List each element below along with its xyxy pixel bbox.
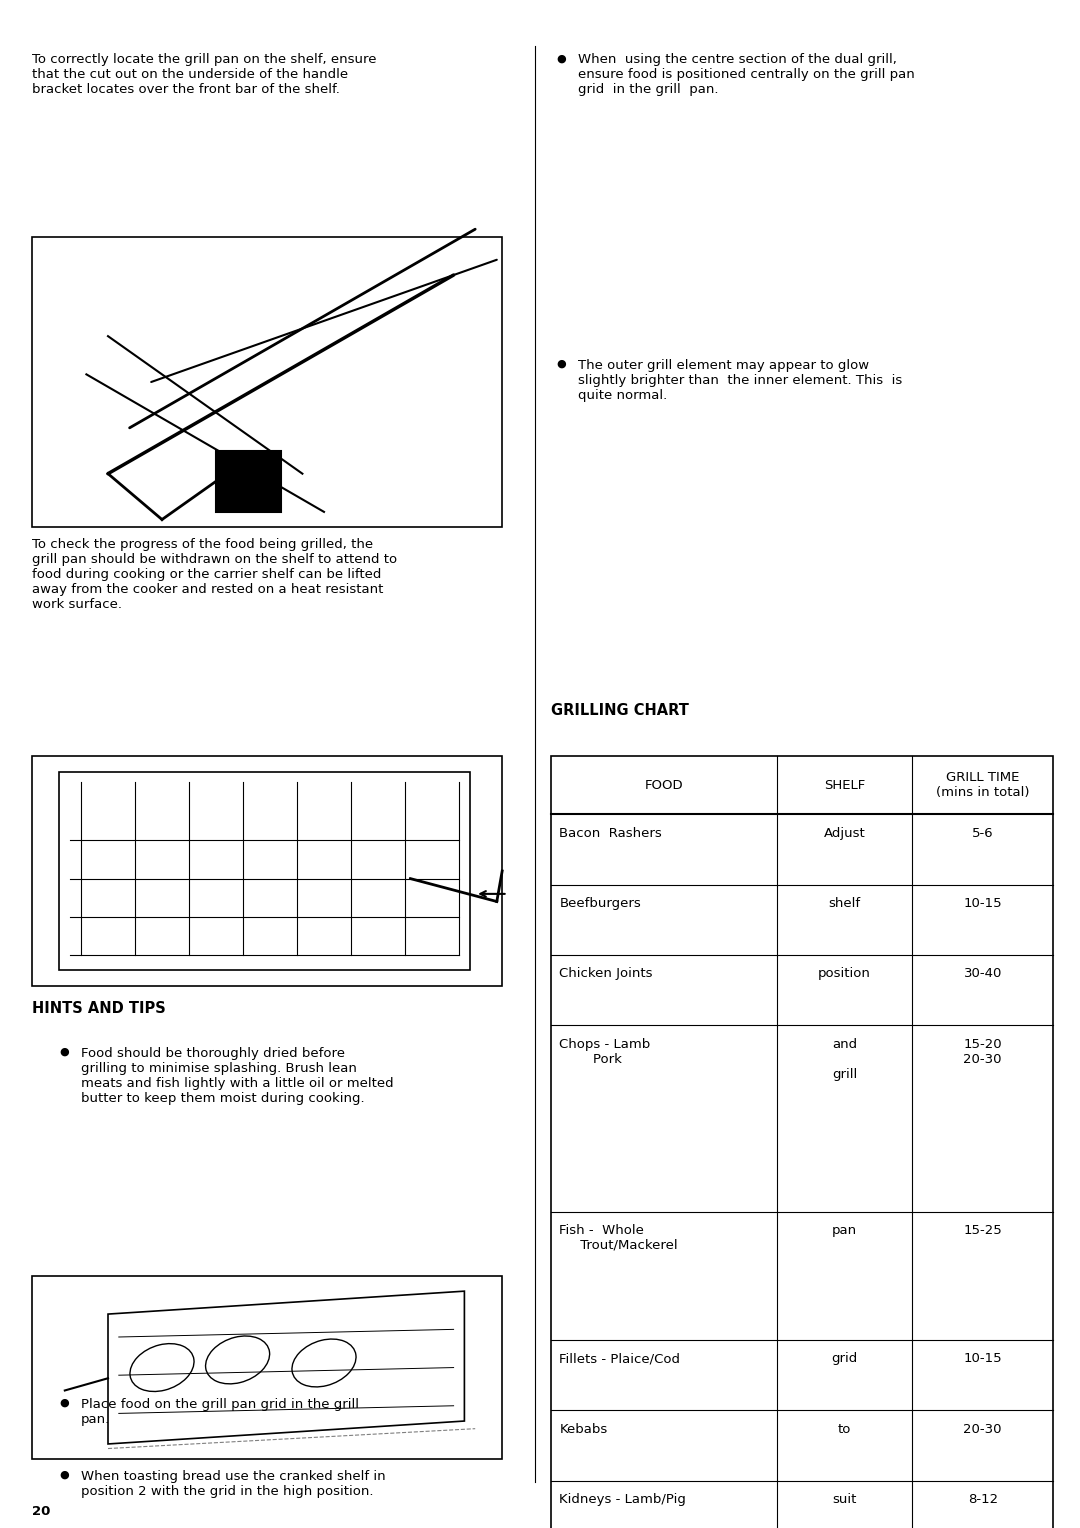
- Text: 10-15: 10-15: [963, 897, 1002, 911]
- FancyBboxPatch shape: [59, 772, 470, 970]
- Text: 30-40: 30-40: [963, 967, 1002, 981]
- Text: Beefburgers: Beefburgers: [559, 897, 642, 911]
- Text: position: position: [819, 967, 872, 981]
- Text: pan: pan: [832, 1224, 858, 1238]
- FancyBboxPatch shape: [32, 1276, 502, 1459]
- FancyBboxPatch shape: [216, 451, 281, 512]
- Text: 15-25: 15-25: [963, 1224, 1002, 1238]
- FancyBboxPatch shape: [32, 756, 502, 986]
- Text: Chicken Joints: Chicken Joints: [559, 967, 653, 981]
- Text: Kebabs: Kebabs: [559, 1423, 608, 1436]
- Text: suit: suit: [833, 1493, 856, 1507]
- Text: 15-20
20-30: 15-20 20-30: [963, 1038, 1002, 1065]
- Text: GRILL TIME
(mins in total): GRILL TIME (mins in total): [936, 772, 1029, 799]
- Text: Fish -  Whole
     Trout/Mackerel: Fish - Whole Trout/Mackerel: [559, 1224, 678, 1251]
- Text: Adjust: Adjust: [824, 827, 865, 840]
- Text: When toasting bread use the cranked shelf in
position 2 with the grid in the hig: When toasting bread use the cranked shel…: [81, 1470, 386, 1497]
- Text: The outer grill element may appear to glow
slightly brighter than  the inner ele: The outer grill element may appear to gl…: [578, 359, 902, 402]
- Text: Place food on the grill pan grid in the grill
pan.: Place food on the grill pan grid in the …: [81, 1398, 359, 1426]
- Text: ●: ●: [59, 1047, 69, 1057]
- Text: ●: ●: [59, 1398, 69, 1409]
- Text: 20: 20: [32, 1505, 51, 1519]
- Text: SHELF: SHELF: [824, 779, 865, 792]
- Text: GRILLING CHART: GRILLING CHART: [551, 703, 689, 718]
- Text: 5-6: 5-6: [972, 827, 994, 840]
- Text: ●: ●: [59, 1470, 69, 1481]
- Text: Chops - Lamb
        Pork: Chops - Lamb Pork: [559, 1038, 650, 1065]
- Text: Food should be thoroughly dried before
grilling to minimise splashing. Brush lea: Food should be thoroughly dried before g…: [81, 1047, 393, 1105]
- Text: grid: grid: [832, 1352, 858, 1366]
- Text: shelf: shelf: [828, 897, 861, 911]
- Text: and

grill: and grill: [832, 1038, 858, 1080]
- Text: to: to: [838, 1423, 851, 1436]
- Text: Kidneys - Lamb/Pig: Kidneys - Lamb/Pig: [559, 1493, 686, 1507]
- Text: HINTS AND TIPS: HINTS AND TIPS: [32, 1001, 166, 1016]
- Text: To check the progress of the food being grilled, the
grill pan should be withdra: To check the progress of the food being …: [32, 538, 397, 611]
- Text: Fillets - Plaice/Cod: Fillets - Plaice/Cod: [559, 1352, 680, 1366]
- FancyBboxPatch shape: [551, 756, 1053, 1528]
- FancyBboxPatch shape: [32, 237, 502, 527]
- Text: 10-15: 10-15: [963, 1352, 1002, 1366]
- Text: When  using the centre section of the dual grill,
ensure food is positioned cent: When using the centre section of the dua…: [578, 53, 915, 96]
- Text: Bacon  Rashers: Bacon Rashers: [559, 827, 662, 840]
- Text: 20-30: 20-30: [963, 1423, 1002, 1436]
- Text: ●: ●: [556, 359, 566, 370]
- Text: FOOD: FOOD: [645, 779, 684, 792]
- Text: To correctly locate the grill pan on the shelf, ensure
that the cut out on the u: To correctly locate the grill pan on the…: [32, 53, 377, 96]
- Text: 8-12: 8-12: [968, 1493, 998, 1507]
- Text: ●: ●: [556, 53, 566, 64]
